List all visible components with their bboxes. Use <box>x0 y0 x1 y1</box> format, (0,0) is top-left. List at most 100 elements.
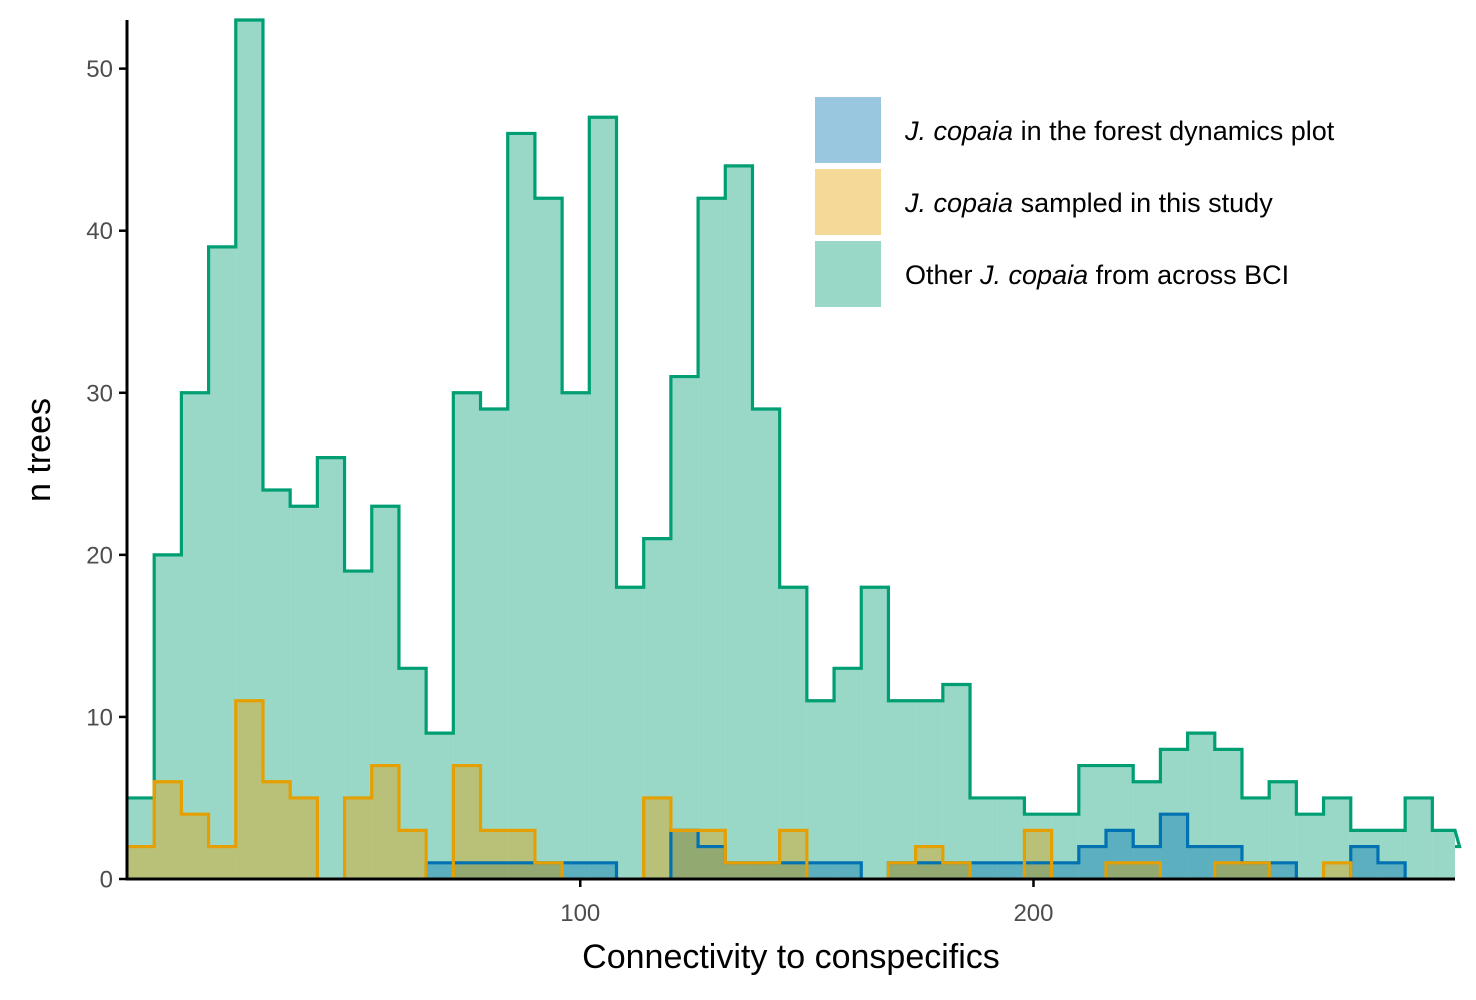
bar-series-0-bin-21 <box>698 198 726 879</box>
bar-series-1-bin-39 <box>1187 846 1215 879</box>
bar-series-1-bin-23 <box>752 862 780 879</box>
bar-series-0-bin-15 <box>534 198 563 879</box>
bar-series-2-bin-1 <box>154 781 182 879</box>
bar-series-0-bin-12 <box>453 392 481 879</box>
bar-series-0-bin-36 <box>1106 765 1134 879</box>
x-ticks: 100 200 <box>560 879 1054 927</box>
bar-series-1-bin-26 <box>834 862 862 879</box>
bar-series-2-bin-19 <box>643 797 671 879</box>
bar-series-1-bin-15 <box>534 862 563 879</box>
bar-series-0-bin-45 <box>1350 830 1378 879</box>
bar-series-0-bin-35 <box>1078 765 1107 879</box>
bar-series-2-bin-8 <box>344 797 372 879</box>
bar-series-0-bin-17 <box>589 117 617 879</box>
bar-series-1-bin-20 <box>670 830 699 879</box>
bar-series-1-bin-17 <box>589 862 617 879</box>
bar-series-0-bin-27 <box>861 587 889 879</box>
bar-series-0-bin-19 <box>643 538 671 879</box>
bar-series-2-bin-22 <box>725 862 753 879</box>
y-ticks: 0 10 20 30 40 50 <box>86 56 127 894</box>
bar-series-0-bin-6 <box>290 506 318 879</box>
bar-series-1-bin-14 <box>507 862 535 879</box>
bar-series-2-bin-12 <box>453 765 481 879</box>
bar-series-1-bin-33 <box>1024 862 1052 879</box>
bar-series-1-bin-11 <box>426 862 454 879</box>
bar-series-0-bin-3 <box>208 246 236 880</box>
y-tick-label: 10 <box>86 704 113 731</box>
bar-series-0-bin-32 <box>997 797 1025 879</box>
bar-series-0-bin-25 <box>806 700 835 879</box>
bar-series-2-bin-24 <box>779 830 807 879</box>
bar-series-0-bin-11 <box>426 733 454 879</box>
outline-series-2 <box>127 699 1353 879</box>
y-tick-label: 40 <box>86 218 113 245</box>
y-tick-label: 0 <box>100 867 113 894</box>
bar-series-0-bin-39 <box>1187 733 1215 879</box>
bar-series-0-bin-13 <box>480 408 508 879</box>
bar-series-0-bin-48 <box>1432 830 1455 879</box>
bar-series-1-bin-21 <box>698 846 726 879</box>
outline-series-0 <box>127 18 1462 849</box>
legend-label-1: J. copaia sampled in this study <box>904 188 1273 218</box>
bar-series-2-bin-28 <box>888 862 916 879</box>
bar-series-1-bin-42 <box>1269 862 1297 879</box>
bar-series-0-bin-41 <box>1241 797 1270 879</box>
bar-series-2-bin-37 <box>1133 862 1161 879</box>
bar-series-2-bin-23 <box>752 862 780 879</box>
bar-series-1-bin-13 <box>480 862 508 879</box>
legend-key-0 <box>815 97 881 163</box>
bar-series-1-bin-41 <box>1241 862 1270 879</box>
bar-series-1-bin-22 <box>725 862 753 879</box>
bar-series-2-bin-30 <box>942 862 971 879</box>
bar-series-0-bin-18 <box>616 587 644 879</box>
bar-series-1-bin-28 <box>888 862 916 879</box>
bar-series-0-bin-4 <box>235 20 263 879</box>
bar-series-2-bin-6 <box>290 797 318 879</box>
bar-series-2-bin-13 <box>480 830 508 879</box>
bar-series-1-bin-29 <box>915 862 943 879</box>
bar-series-0-bin-16 <box>562 392 590 879</box>
bar-series-2-bin-20 <box>670 830 699 879</box>
bar-series-2-bin-40 <box>1214 862 1242 879</box>
bar-series-1-bin-46 <box>1377 862 1406 879</box>
bar-series-0-bin-2 <box>181 392 209 879</box>
bar-series-0-bin-26 <box>834 668 862 879</box>
legend: J. copaia in the forest dynamics plot J. … <box>815 97 1335 307</box>
bar-series-2-bin-33 <box>1024 830 1052 879</box>
y-axis-title: n trees <box>20 398 58 502</box>
histogram-outlines <box>127 18 1462 879</box>
bar-series-0-bin-10 <box>398 668 427 879</box>
bar-series-0-bin-14 <box>507 133 535 880</box>
bar-series-1-bin-38 <box>1160 814 1188 879</box>
bar-series-2-bin-2 <box>181 814 209 879</box>
bar-series-0-bin-46 <box>1377 830 1406 879</box>
bar-series-2-bin-44 <box>1323 862 1351 879</box>
bar-series-2-bin-21 <box>698 830 726 879</box>
bar-series-1-bin-35 <box>1078 846 1107 879</box>
y-tick-label: 20 <box>86 542 113 569</box>
bar-series-1-bin-34 <box>1051 862 1079 879</box>
bar-series-0-bin-28 <box>888 700 916 879</box>
bar-series-2-bin-5 <box>262 781 291 879</box>
bar-series-1-bin-30 <box>942 862 971 879</box>
legend-label-2: Other J. copaia from across BCI <box>905 260 1289 290</box>
bar-series-0-bin-1 <box>154 554 182 879</box>
y-tick-label: 30 <box>86 380 113 407</box>
bar-series-1-bin-31 <box>970 862 998 879</box>
bar-series-0-bin-34 <box>1051 814 1079 879</box>
bar-series-0-bin-9 <box>371 506 399 879</box>
x-tick-label: 100 <box>560 900 600 927</box>
bar-series-1-bin-32 <box>997 862 1025 879</box>
bar-series-0-bin-23 <box>752 408 780 879</box>
bar-series-0-bin-5 <box>262 490 291 879</box>
bar-series-0-bin-44 <box>1323 797 1351 879</box>
bar-series-1-bin-25 <box>806 862 835 879</box>
legend-label-0: J. copaia in the forest dynamics plot <box>904 116 1335 146</box>
histogram-bars <box>127 20 1455 880</box>
bar-series-2-bin-9 <box>371 765 399 879</box>
bar-series-0-bin-22 <box>725 165 753 879</box>
bar-series-2-bin-4 <box>235 700 263 879</box>
bar-series-0-bin-33 <box>1024 814 1052 879</box>
bar-series-2-bin-3 <box>208 846 236 879</box>
